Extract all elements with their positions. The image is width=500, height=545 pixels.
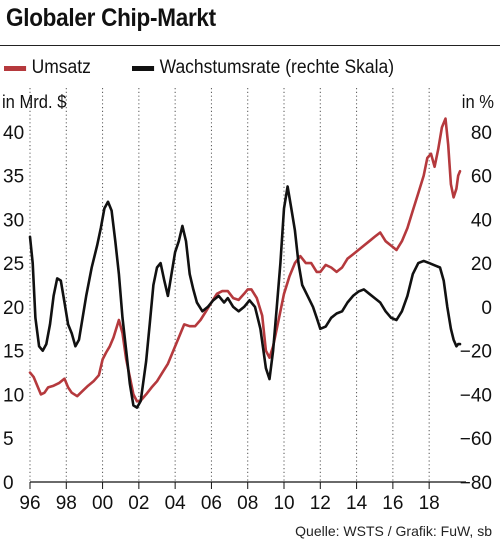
title-rule	[0, 45, 500, 46]
right-axis-unit: in %	[461, 92, 494, 112]
legend-swatch-umsatz	[4, 65, 27, 71]
x-tick-label-02: 02	[128, 493, 149, 514]
y-left-tick-30: 30	[3, 210, 24, 231]
x-tick-label-00: 00	[92, 493, 113, 514]
y-right-tick-40: 40	[471, 210, 492, 231]
x-tick-label-08: 08	[237, 493, 258, 514]
source-note: Quelle: WSTS / Grafik: FuW, sb	[295, 523, 492, 539]
y-left-tick-20: 20	[3, 298, 24, 319]
y-left-tick-40: 40	[3, 123, 24, 144]
x-tick-label-18: 18	[419, 493, 440, 514]
x-tick-label-04: 04	[165, 493, 187, 514]
x-tick-label-14: 14	[346, 493, 368, 514]
y-left-tick-15: 15	[3, 342, 24, 363]
chart-title: Globaler Chip-Markt	[6, 4, 216, 32]
y-right-tick--40: −40	[460, 385, 492, 406]
series-line-wachstumsrate	[28, 185, 462, 409]
y-left-tick-10: 10	[3, 385, 24, 406]
y-left-tick-5: 5	[3, 429, 14, 450]
y-right-tick-60: 60	[471, 167, 492, 188]
y-left-tick-0: 0	[3, 473, 14, 494]
series-line-umsatz	[28, 117, 462, 403]
x-tick-label-16: 16	[382, 493, 403, 514]
x-tick-label-06: 06	[201, 493, 222, 514]
legend-label-wachstumsrate: Wachstumsrate (rechte Skala)	[159, 57, 395, 78]
legend-label-umsatz: Umsatz	[31, 57, 91, 78]
left-axis-unit: in Mrd. $	[2, 92, 67, 112]
x-tick-label-98: 98	[56, 493, 77, 514]
legend: Umsatz Wachstumsrate (rechte Skala)	[0, 57, 500, 83]
y-right-tick--20: −20	[460, 342, 492, 363]
x-tick-label-12: 12	[310, 493, 331, 514]
y-right-tick-80: 80	[471, 123, 492, 144]
y-right-tick-20: 20	[471, 254, 492, 275]
legend-swatch-wachstumsrate	[132, 65, 155, 71]
y-left-tick-35: 35	[3, 167, 24, 188]
y-left-tick-25: 25	[3, 254, 24, 275]
y-right-tick--80: −80	[460, 473, 492, 494]
x-tick-label-10: 10	[273, 493, 294, 514]
legend-item-umsatz: Umsatz	[4, 57, 91, 79]
legend-item-wachstumsrate: Wachstumsrate (rechte Skala)	[132, 57, 394, 79]
x-tick-label-96: 96	[19, 493, 40, 514]
y-right-tick-0: 0	[481, 298, 492, 319]
y-right-tick--60: −60	[460, 429, 492, 450]
